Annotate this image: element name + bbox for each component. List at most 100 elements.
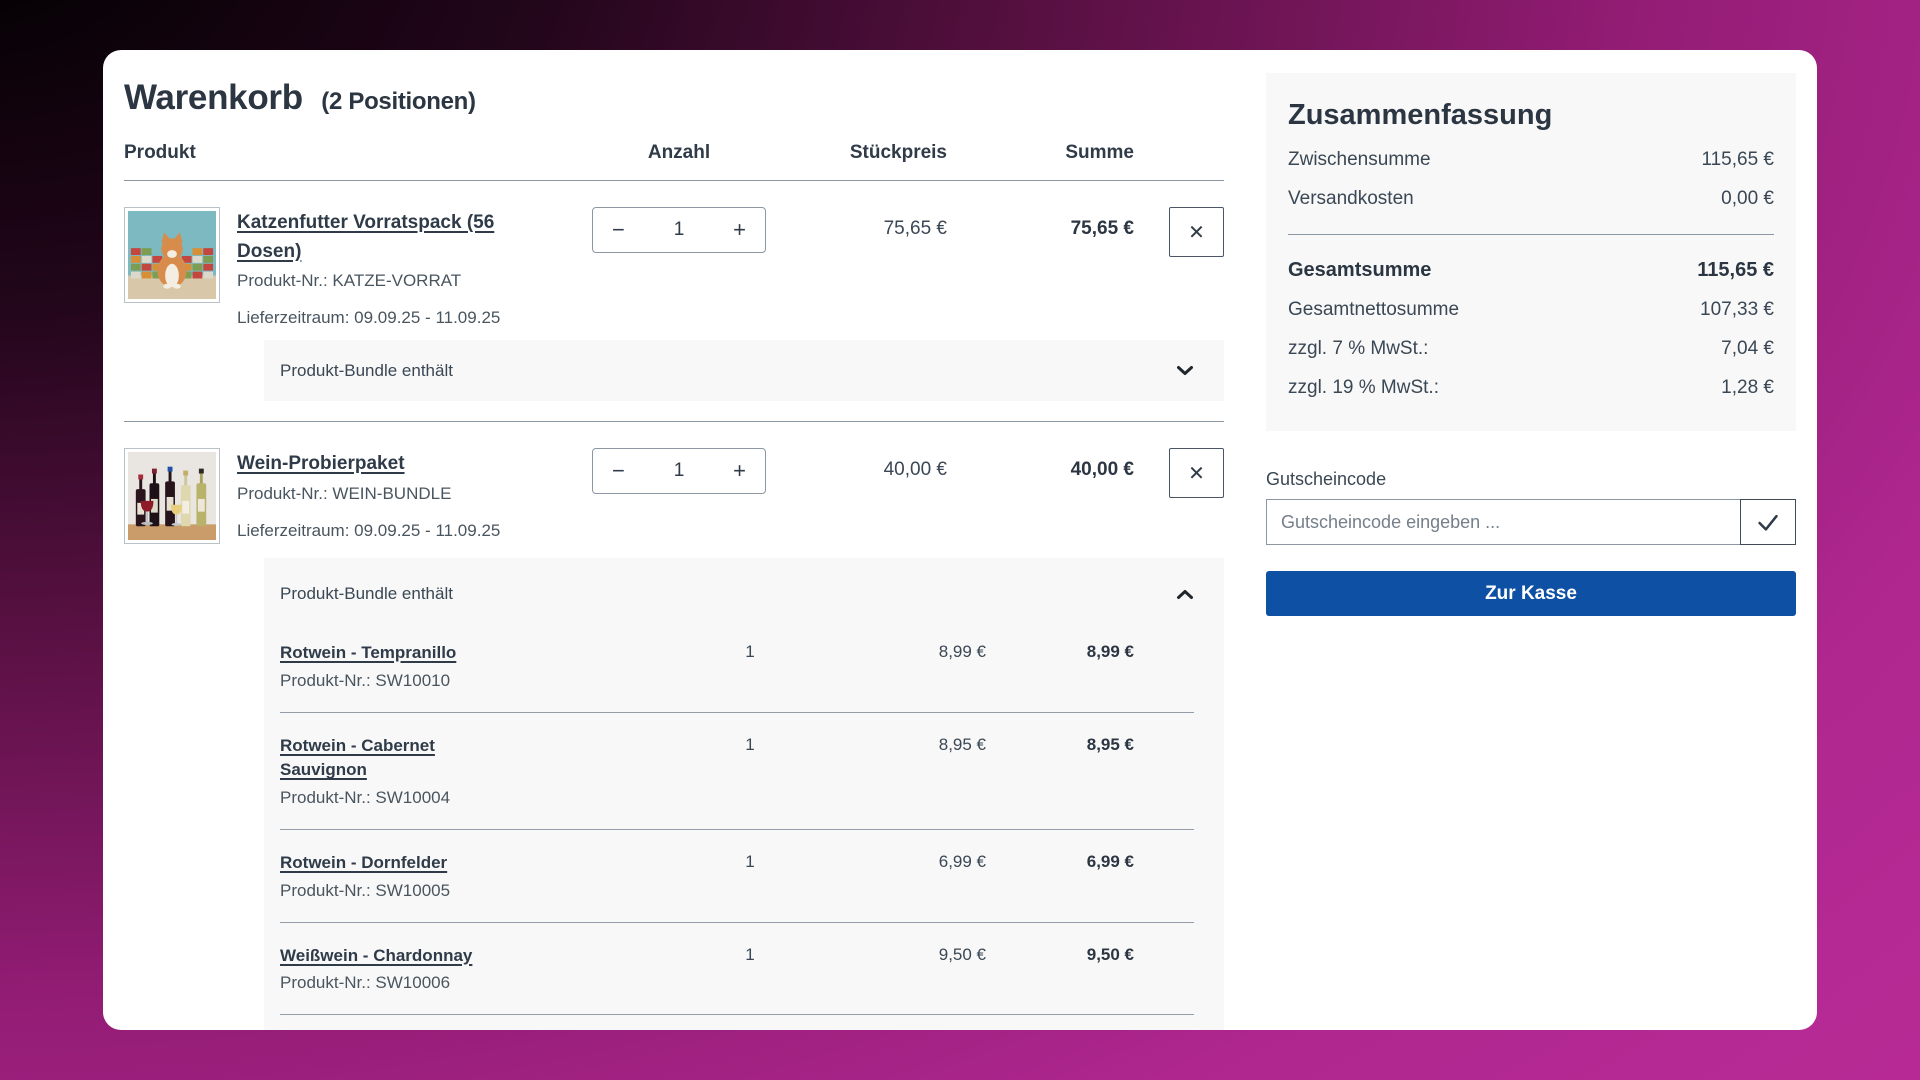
bundle-toggle-bar[interactable]: Produkt-Bundle enthält: [280, 578, 1194, 620]
bundle-item-sum: 9,50 €: [1086, 944, 1134, 964]
remove-icon: ✕: [1188, 221, 1205, 244]
vat19-value: 1,28 €: [1721, 377, 1774, 398]
bundle-product-link[interactable]: Rotwein - Dornfelder: [280, 852, 448, 872]
quantity-value: 1: [673, 219, 685, 240]
summary-row-vat19: zzgl. 19 % MwSt.: 1,28 €: [1288, 377, 1774, 399]
bundle-item-row: Weißwein - Chardonnay Produkt-Nr.: SW100…: [280, 921, 1194, 1015]
bundle-item-sum: 6,99 €: [1086, 851, 1134, 871]
net-label: Gesamtnettosumme: [1288, 299, 1460, 320]
remove-icon: ✕: [1188, 462, 1205, 485]
quantity-decrease-button[interactable]: −: [612, 217, 625, 242]
bundle-product-cell: Rotwein - Cabernet Sauvignon Produkt-Nr.…: [280, 734, 700, 808]
quantity-stepper: − 1 +: [592, 207, 766, 253]
bundle-items: Rotwein - Tempranillo Produkt-Nr.: SW100…: [280, 620, 1194, 1030]
product-number: Produkt-Nr.: WEIN-BUNDLE: [237, 483, 452, 503]
bundle-product-link[interactable]: Rotwein - Cabernet Sauvignon: [280, 735, 435, 780]
quantity-stepper: − 1 +: [592, 448, 766, 494]
checkout-button[interactable]: Zur Kasse: [1266, 571, 1796, 616]
delivery-range: Lieferzeitraum: 09.09.25 - 11.09.25: [237, 308, 501, 327]
bundle-label: Produkt-Bundle enthält: [280, 360, 453, 380]
bundle-toggle-bar[interactable]: Produkt-Bundle enthält: [264, 340, 1224, 401]
cart-section: Warenkorb (2 Positionen) Produkt Anzahl …: [124, 50, 1224, 1030]
cart-item-row: Katzenfutter Vorratspack (56 Dosen) Prod…: [124, 181, 1224, 328]
bundle-product-link[interactable]: Rotwein - Tempranillo: [280, 643, 457, 662]
product-cell: Katzenfutter Vorratspack (56 Dosen) Prod…: [124, 207, 579, 328]
bundle-item-quantity: 1: [745, 642, 755, 661]
checkout-sidebar: Zusammenfassung Zwischensumme 115,65 € V…: [1266, 50, 1796, 1030]
wine-product-image: [128, 452, 216, 540]
page-title: Warenkorb (2 Positionen): [124, 78, 1224, 118]
cart-item-row: Wein-Probierpaket Produkt-Nr.: WEIN-BUND…: [124, 422, 1224, 544]
remove-item-button[interactable]: ✕: [1169, 207, 1224, 257]
items-count: (2 Positionen): [321, 88, 476, 115]
bundle-panel: Produkt-Bundle enthält Rotwein - Tempran…: [264, 558, 1224, 1030]
line-sum: 40,00 €: [1070, 459, 1134, 480]
vat19-label: zzgl. 19 % MwSt.:: [1288, 377, 1439, 398]
summary-divider: [1288, 234, 1774, 235]
bundle-label: Produkt-Bundle enthält: [280, 584, 453, 603]
page-title-text: Warenkorb: [124, 78, 303, 117]
bundle-item-quantity: 1: [745, 851, 755, 871]
bundle-item-unit-price: 6,99 €: [938, 851, 986, 871]
product-image: [124, 448, 220, 544]
bundle-product-link[interactable]: Weißwein - Chardonnay: [280, 945, 473, 965]
bundle-product-number: Produkt-Nr.: SW10006: [280, 973, 451, 993]
product-link[interactable]: Wein-Probierpaket: [237, 453, 405, 474]
product-cell: Wein-Probierpaket Produkt-Nr.: WEIN-BUND…: [124, 448, 579, 544]
quantity-increase-button[interactable]: +: [733, 458, 746, 483]
vat7-label: zzgl. 7 % MwSt.:: [1288, 338, 1429, 359]
cart-item: Katzenfutter Vorratspack (56 Dosen) Prod…: [124, 181, 1224, 401]
product-number: Produkt-Nr.: KATZE-VORRAT: [237, 271, 462, 290]
check-icon: [1756, 513, 1780, 532]
chevron-up-icon: [1176, 589, 1194, 600]
column-header-sum: Summe: [1065, 142, 1134, 163]
cat-product-image: [128, 211, 216, 299]
bundle-item-row: Rotwein - Tempranillo Produkt-Nr.: SW100…: [280, 620, 1194, 712]
table-header-row: Produkt Anzahl Stückpreis Summe: [124, 142, 1224, 181]
product-link[interactable]: Katzenfutter Vorratspack (56 Dosen): [237, 212, 495, 262]
cart-card: Warenkorb (2 Positionen) Produkt Anzahl …: [103, 50, 1817, 1030]
vat7-value: 7,04 €: [1721, 338, 1774, 359]
column-header-unit-price: Stückpreis: [849, 142, 947, 163]
remove-item-button[interactable]: ✕: [1169, 448, 1224, 498]
quantity-cell: − 1 +: [579, 448, 779, 544]
bundle-item-unit-price: 8,95 €: [938, 734, 986, 754]
chevron-down-icon: [1176, 365, 1194, 376]
shipping-value: 0,00 €: [1721, 188, 1774, 209]
delivery-range: Lieferzeitraum: 09.09.25 - 11.09.25: [237, 520, 501, 540]
bundle-product-number: Produkt-Nr.: SW10005: [280, 880, 451, 900]
summary-row-shipping: Versandkosten 0,00 €: [1288, 188, 1774, 210]
voucher-input-group: [1266, 499, 1796, 545]
total-value: 115,65 €: [1697, 259, 1774, 281]
summary-row-subtotal: Zwischensumme 115,65 €: [1288, 149, 1774, 171]
bundle-item-quantity: 1: [745, 944, 755, 964]
quantity-decrease-button[interactable]: −: [612, 458, 625, 483]
summary-row-vat7: zzgl. 7 % MwSt.: 7,04 €: [1288, 338, 1774, 360]
bundle-item-unit-price: 9,50 €: [938, 944, 986, 964]
cart-rows: Katzenfutter Vorratspack (56 Dosen) Prod…: [124, 181, 1224, 1030]
summary-row-net: Gesamtnettosumme 107,33 €: [1288, 299, 1774, 321]
bundle-product-number: Produkt-Nr.: SW10010: [280, 670, 451, 690]
bundle-product-number: Produkt-Nr.: SW10004: [280, 787, 451, 807]
bundle-product-cell: Rotwein - Dornfelder Produkt-Nr.: SW1000…: [280, 851, 700, 901]
bundle-item-sum: 8,99 €: [1086, 642, 1134, 661]
unit-price: 75,65 €: [883, 218, 947, 239]
bundle-item-quantity: 1: [745, 734, 755, 754]
product-info: Katzenfutter Vorratspack (56 Dosen) Prod…: [237, 207, 542, 328]
voucher-submit-button[interactable]: [1740, 499, 1796, 545]
unit-price: 40,00 €: [883, 459, 947, 480]
voucher-section: Gutscheincode: [1266, 469, 1796, 545]
quantity-cell: − 1 +: [579, 207, 779, 328]
subtotal-value: 115,65 €: [1701, 149, 1774, 170]
subtotal-label: Zwischensumme: [1288, 149, 1431, 170]
quantity-value: 1: [673, 460, 685, 481]
bundle-item-row: Rotwein - Cabernet Sauvignon Produkt-Nr.…: [280, 711, 1194, 829]
summary-row-total: Gesamtsumme 115,65 €: [1288, 259, 1774, 282]
product-info: Wein-Probierpaket Produkt-Nr.: WEIN-BUND…: [237, 448, 500, 544]
bundle-product-cell: Weißwein - Chardonnay Produkt-Nr.: SW100…: [280, 944, 700, 994]
column-header-product: Produkt: [124, 142, 196, 163]
bundle-item-row: Rotwein - Dornfelder Produkt-Nr.: SW1000…: [280, 828, 1194, 922]
quantity-increase-button[interactable]: +: [733, 217, 746, 242]
voucher-input[interactable]: [1266, 499, 1741, 545]
